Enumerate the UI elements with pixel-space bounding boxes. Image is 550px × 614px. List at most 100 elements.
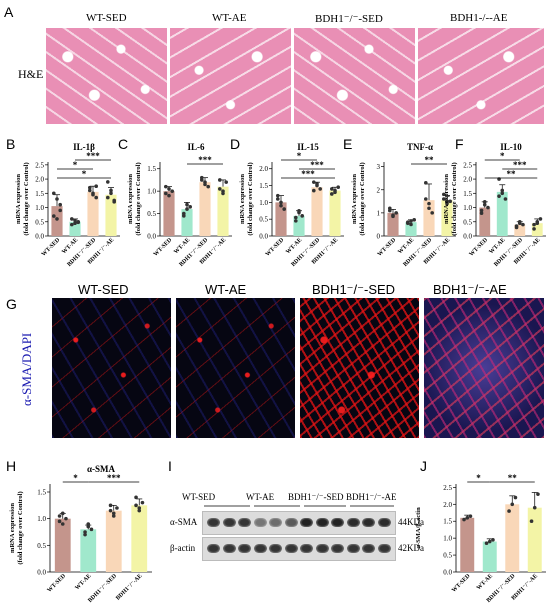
bar	[505, 504, 520, 572]
data-point	[60, 511, 65, 516]
y-tick-label: 3	[377, 163, 381, 171]
if-group-wt-sed: WT-SED	[78, 282, 129, 297]
wb-band	[238, 544, 251, 553]
y-tick-label: 0.5	[147, 210, 156, 218]
data-point	[218, 187, 222, 191]
data-point	[424, 181, 428, 185]
data-point	[318, 187, 322, 191]
y-axis-label: (fold change over Control)	[247, 162, 254, 235]
bar	[275, 202, 287, 236]
data-point	[497, 194, 501, 198]
bar	[105, 510, 122, 572]
significance-label: *	[73, 160, 78, 170]
y-axis-label: (fold change over Control)	[359, 162, 366, 235]
chart-title: IL-6	[187, 142, 205, 152]
y-tick-label: 0.0	[147, 233, 156, 241]
bar	[311, 187, 323, 236]
y-tick-label: 2.0	[259, 165, 268, 173]
y-tick-label: 1.5	[147, 165, 156, 173]
bar	[527, 507, 542, 572]
data-point	[167, 193, 171, 198]
wb-group-ko-sed: BDH1⁻/⁻-SED	[288, 492, 344, 502]
bar	[329, 190, 341, 236]
data-point	[164, 184, 168, 189]
data-point	[115, 506, 119, 510]
bar	[69, 221, 81, 236]
y-tick-label: 1.0	[463, 204, 472, 212]
he-image-wt-sed	[46, 28, 167, 124]
y-tick-label: 0.5	[443, 552, 452, 560]
data-point	[167, 187, 171, 191]
bar	[80, 529, 97, 572]
chart-il15: IL-15 mRNA expression (fold change over Co…	[239, 142, 344, 268]
data-point	[73, 221, 77, 225]
wb-band	[253, 544, 267, 553]
bar	[199, 182, 211, 236]
data-point	[282, 207, 286, 211]
y-tick-label: 0.5	[463, 218, 472, 226]
bar	[423, 200, 435, 236]
data-point	[513, 495, 518, 500]
significance-label: *	[500, 151, 505, 161]
data-point	[111, 514, 116, 518]
bar	[387, 212, 399, 236]
y-axis-label: mRNA expression	[127, 174, 134, 224]
data-point	[221, 191, 225, 196]
data-point	[503, 197, 508, 201]
x-tick-label: BDH1⁻/⁻-AE	[115, 573, 144, 602]
wb-band	[377, 544, 391, 553]
data-point	[409, 222, 413, 227]
y-axis-label: mRNA expression	[351, 174, 358, 224]
bar	[482, 541, 497, 572]
chart-il10: IL-10 mRNA expression (fold change over Co…	[443, 142, 546, 268]
bar	[87, 191, 99, 236]
wb-band	[346, 518, 360, 527]
data-point	[491, 538, 495, 542]
wb-group-wt-ae: WT-AE	[246, 492, 275, 502]
y-tick-label: 0.0	[37, 569, 46, 577]
wb-label-asma: α-SMA	[170, 517, 198, 527]
bar	[293, 215, 305, 236]
data-point	[109, 191, 113, 196]
data-point	[55, 217, 59, 221]
data-point	[409, 219, 413, 223]
data-point	[388, 206, 392, 211]
if-image-wt-sed	[52, 298, 171, 438]
y-axis-label: mRNA expression	[15, 174, 22, 224]
data-point	[134, 503, 138, 508]
he-group-ko-ae: BDH1-/--AE	[450, 12, 508, 24]
panel-label-d: D	[230, 136, 241, 152]
bar	[105, 194, 117, 236]
data-point	[76, 220, 80, 225]
wb-band	[362, 544, 375, 553]
data-point	[182, 214, 186, 218]
data-point	[52, 191, 56, 196]
data-point	[94, 184, 98, 188]
y-axis-label: α-SMA/β-actin	[415, 507, 422, 549]
wb-band	[300, 544, 313, 553]
data-point	[83, 532, 87, 537]
wb-band	[377, 518, 391, 527]
data-point	[94, 195, 98, 200]
svg-text:α-SMA/DAPI: α-SMA/DAPI	[19, 333, 34, 406]
if-row-label: α-SMA/DAPI	[19, 333, 34, 406]
y-tick-label: 0.0	[463, 233, 472, 241]
x-tick-label: WT-AE	[74, 573, 92, 591]
panel-label-g: G	[6, 296, 17, 312]
data-point	[532, 222, 536, 227]
wb-band	[269, 544, 282, 553]
y-tick-label: 1.0	[147, 188, 156, 196]
data-point	[333, 188, 337, 193]
y-tick-label: 2	[377, 186, 381, 194]
data-point	[137, 508, 142, 513]
significance-label: **	[507, 169, 517, 179]
data-point	[134, 495, 138, 500]
data-point	[448, 199, 452, 204]
data-point	[111, 511, 116, 516]
he-row-label: H&E	[18, 67, 44, 81]
data-point	[83, 530, 87, 534]
wb-group-ko-ae: BDH1⁻/⁻-AE	[346, 492, 397, 502]
data-point	[468, 514, 473, 518]
x-tick-label: WT-SED	[47, 573, 68, 594]
